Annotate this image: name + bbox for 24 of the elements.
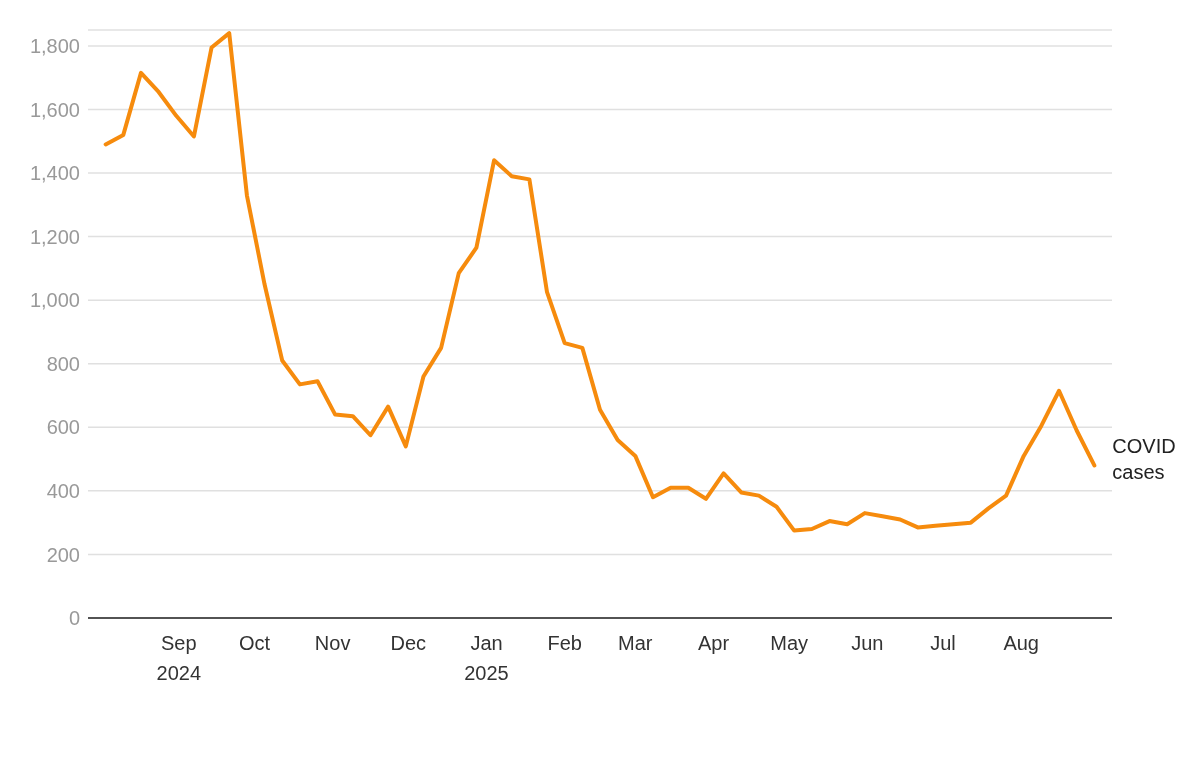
x-tick-label: Jul — [930, 632, 956, 654]
y-tick-label: 600 — [46, 416, 80, 439]
y-tick-label: 200 — [46, 543, 80, 566]
x-tick-label: Nov — [314, 632, 351, 654]
y-tick-label: 800 — [46, 352, 80, 375]
x-tick-label: Feb — [547, 632, 582, 654]
x-tick-label: May — [770, 632, 809, 654]
x-tick-label: Oct — [238, 632, 271, 654]
x-tick-label: Aug — [1003, 632, 1039, 654]
y-tick-label: 1,800 — [29, 34, 80, 57]
x-tick-label: Sep 2024 — [156, 632, 202, 684]
y-tick-label: 1,000 — [29, 289, 80, 312]
y-tick-label: 1,600 — [29, 98, 80, 121]
x-tick-label: Mar — [618, 632, 653, 654]
line-series — [103, 31, 1097, 533]
y-tick-label: 1,400 — [29, 162, 80, 185]
y-tick-label: 1,200 — [29, 225, 80, 248]
x-tick-label: Apr — [697, 632, 730, 654]
x-tick-label: Jun — [851, 632, 884, 654]
series-label: COVID cases — [1112, 435, 1176, 484]
x-tick-label: Jan 2025 — [464, 632, 509, 684]
y-tick-label: 400 — [46, 479, 80, 502]
y-tick-label: 0 — [68, 607, 80, 630]
x-tick-label: Dec — [390, 632, 427, 654]
